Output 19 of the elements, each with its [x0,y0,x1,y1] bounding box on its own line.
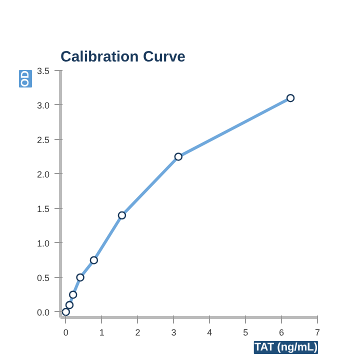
x-tick-label: 4 [207,328,212,338]
y-tick-label: 0.0 [36,307,50,318]
x-tick-label: 7 [314,328,320,338]
x-tick-label: 3 [171,328,176,338]
y-tick-label: 3.0 [36,100,50,110]
y-axis-title: OD [20,70,32,87]
x-tick-label: 0 [63,328,68,338]
x-tick-label: 6 [279,328,284,338]
y-tick-label: 1.5 [36,204,50,214]
y-tick-label: 2.5 [36,134,50,145]
x-axis-title: TAT (ng/mL) [254,342,318,354]
x-tick-label: 2 [135,328,140,338]
y-tick-label: 2.0 [36,169,50,180]
y-tick-label: 1.0 [36,238,50,248]
y-tick-label: 3.5 [36,66,50,76]
y-tick-label: 0.5 [36,272,50,283]
x-tick-label: 1 [99,328,104,338]
chart-title: Calibration Curve [60,48,186,66]
x-tick-label: 5 [243,328,248,338]
